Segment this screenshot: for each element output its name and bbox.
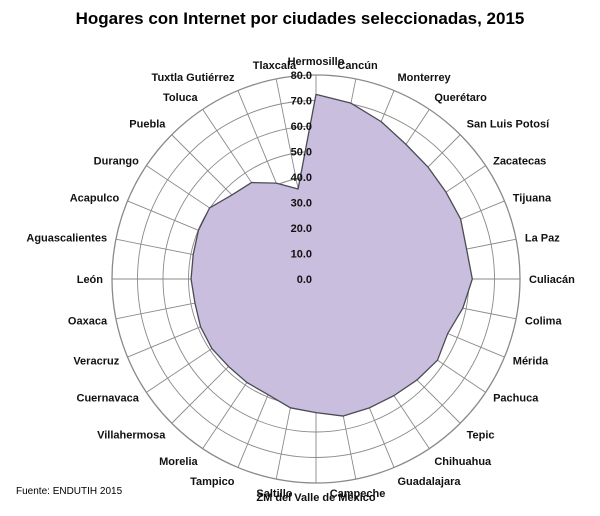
category-label: Cuernavaca xyxy=(77,392,140,404)
tick-label: 10.0 xyxy=(291,249,312,261)
category-label: La Paz xyxy=(525,232,560,244)
category-label: Monterrey xyxy=(398,72,452,84)
category-label: Tampico xyxy=(190,476,235,488)
category-label: Aguascalientes xyxy=(26,232,107,244)
tick-label: 40.0 xyxy=(291,172,312,184)
tick-label: 70.0 xyxy=(291,96,312,108)
series-polygon xyxy=(190,93,473,417)
category-label: Durango xyxy=(94,156,140,168)
category-label: Culiacán xyxy=(529,274,575,286)
category-label: Colima xyxy=(525,316,563,328)
radial-tick-labels: 0.0 10.0 20.0 30.0 40.0 50.0 60.0 70.0 80.0 xyxy=(291,70,312,286)
tick-label: 30.0 xyxy=(291,198,312,210)
category-label: Tlaxcala xyxy=(253,60,297,72)
category-label: San Luis Potosí xyxy=(467,118,550,130)
category-label: Tijuana xyxy=(513,192,552,204)
tick-label: 0.0 xyxy=(297,274,312,286)
category-label: Chihuahua xyxy=(434,456,492,468)
tick-label: 20.0 xyxy=(291,223,312,235)
category-label: Zacatecas xyxy=(493,156,546,168)
category-label: Mérida xyxy=(513,356,549,368)
category-label: León xyxy=(77,274,104,286)
category-label: Saltillo xyxy=(256,488,292,500)
category-label: Oaxaca xyxy=(68,316,108,328)
category-label: Tuxtla Gutiérrez xyxy=(152,72,235,84)
tick-label: 50.0 xyxy=(291,147,312,159)
category-label: Veracruz xyxy=(73,356,119,368)
category-label: Campeche xyxy=(330,488,386,500)
category-label: Tepic xyxy=(467,430,495,442)
category-label: Toluca xyxy=(163,92,199,104)
source-note: Fuente: ENDUTIH 2015 xyxy=(16,486,123,497)
category-label: Acapulco xyxy=(70,192,120,204)
category-label: Guadalajara xyxy=(398,476,462,488)
category-label: Querétaro xyxy=(434,92,487,104)
category-label: Hermosillo xyxy=(288,56,345,68)
category-label: Puebla xyxy=(129,118,166,130)
category-label: ZM del Valle de México xyxy=(256,492,375,504)
category-label: Morelia xyxy=(159,456,198,468)
tick-label: 80.0 xyxy=(291,70,312,82)
category-label: Villahermosa xyxy=(97,430,166,442)
category-label: Cancún xyxy=(337,60,378,72)
category-label: Pachuca xyxy=(493,392,539,404)
tick-label: 60.0 xyxy=(291,121,312,133)
chart-title: Hogares con Internet por ciudades selecc… xyxy=(76,9,525,28)
series-area xyxy=(190,93,473,417)
